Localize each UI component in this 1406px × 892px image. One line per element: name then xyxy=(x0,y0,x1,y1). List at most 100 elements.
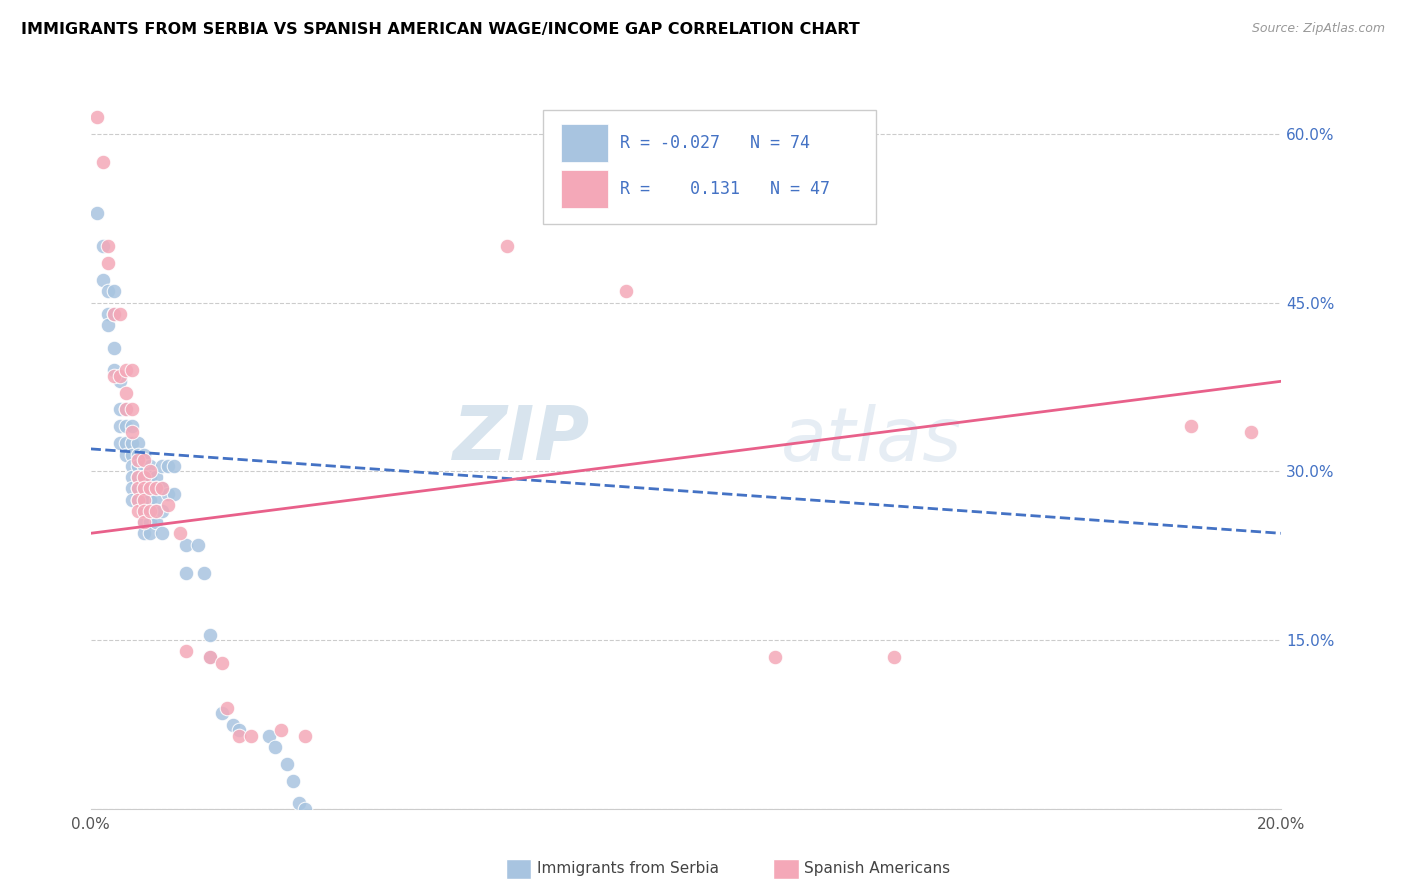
Point xyxy=(288,797,311,811)
Point xyxy=(121,402,143,417)
Point xyxy=(145,492,167,507)
Point xyxy=(156,498,179,512)
Point xyxy=(222,717,245,731)
Text: IMMIGRANTS FROM SERBIA VS SPANISH AMERICAN WAGE/INCOME GAP CORRELATION CHART: IMMIGRANTS FROM SERBIA VS SPANISH AMERIC… xyxy=(21,22,860,37)
Point xyxy=(91,239,114,253)
Point xyxy=(97,285,120,299)
Point xyxy=(97,307,120,321)
Point xyxy=(115,436,138,450)
Point xyxy=(139,492,162,507)
Point xyxy=(86,110,108,124)
Point xyxy=(127,504,149,518)
Point xyxy=(121,458,143,473)
Point xyxy=(115,448,138,462)
Point xyxy=(139,458,162,473)
Point xyxy=(156,487,179,501)
Point xyxy=(134,481,156,495)
Point xyxy=(134,504,156,518)
Text: atlas: atlas xyxy=(780,403,962,475)
Point xyxy=(127,448,149,462)
Point xyxy=(127,458,149,473)
Point xyxy=(145,504,167,518)
Point xyxy=(228,729,250,743)
Point xyxy=(150,481,173,495)
Point xyxy=(134,470,156,484)
Point xyxy=(1240,425,1263,439)
Point xyxy=(110,402,132,417)
Point xyxy=(127,481,149,495)
Point xyxy=(127,492,149,507)
Point xyxy=(294,802,316,816)
Point xyxy=(134,515,156,529)
Point xyxy=(614,285,637,299)
Point xyxy=(150,458,173,473)
FancyBboxPatch shape xyxy=(561,169,609,208)
Point xyxy=(134,504,156,518)
Point xyxy=(103,341,125,355)
Point xyxy=(121,419,143,434)
Point xyxy=(97,239,120,253)
Point xyxy=(121,436,143,450)
Point xyxy=(91,273,114,287)
Point xyxy=(139,504,162,518)
Point xyxy=(174,644,197,658)
Point xyxy=(139,515,162,529)
Point xyxy=(156,458,179,473)
Text: Spanish Americans: Spanish Americans xyxy=(804,862,950,876)
Point xyxy=(127,453,149,467)
Point xyxy=(103,363,125,377)
Point xyxy=(139,526,162,541)
Point xyxy=(139,470,162,484)
Point xyxy=(139,464,162,478)
Point xyxy=(145,504,167,518)
Point xyxy=(134,453,156,467)
Point xyxy=(115,419,138,434)
Point xyxy=(103,368,125,383)
Point xyxy=(211,656,233,670)
Point xyxy=(187,537,209,551)
Point xyxy=(86,205,108,219)
Point xyxy=(134,481,156,495)
Point xyxy=(97,318,120,332)
Point xyxy=(97,256,120,270)
Point xyxy=(294,729,316,743)
Point xyxy=(163,487,186,501)
Text: Source: ZipAtlas.com: Source: ZipAtlas.com xyxy=(1251,22,1385,36)
Point xyxy=(121,448,143,462)
Point xyxy=(121,492,143,507)
Point xyxy=(145,470,167,484)
Point xyxy=(139,481,162,495)
Point xyxy=(134,458,156,473)
Point xyxy=(121,363,143,377)
Point xyxy=(264,740,287,755)
Point xyxy=(139,481,162,495)
Point xyxy=(276,757,298,772)
Text: ZIP: ZIP xyxy=(453,403,591,476)
Point xyxy=(110,368,132,383)
Point xyxy=(115,402,138,417)
Point xyxy=(211,706,233,721)
Point xyxy=(134,492,156,507)
Point xyxy=(103,307,125,321)
Point xyxy=(121,481,143,495)
Point xyxy=(228,723,250,738)
Point xyxy=(145,481,167,495)
Point xyxy=(103,307,125,321)
Point xyxy=(127,470,149,484)
Point xyxy=(121,470,143,484)
Point xyxy=(110,419,132,434)
Point xyxy=(103,285,125,299)
FancyBboxPatch shape xyxy=(543,111,876,224)
Point xyxy=(145,481,167,495)
Point xyxy=(134,448,156,462)
Point xyxy=(174,566,197,580)
Point xyxy=(134,492,156,507)
Point xyxy=(139,504,162,518)
Point xyxy=(127,492,149,507)
Point xyxy=(110,375,132,389)
Point xyxy=(110,307,132,321)
Point xyxy=(281,773,304,788)
Point xyxy=(150,481,173,495)
Point xyxy=(115,363,138,377)
Point xyxy=(163,458,186,473)
